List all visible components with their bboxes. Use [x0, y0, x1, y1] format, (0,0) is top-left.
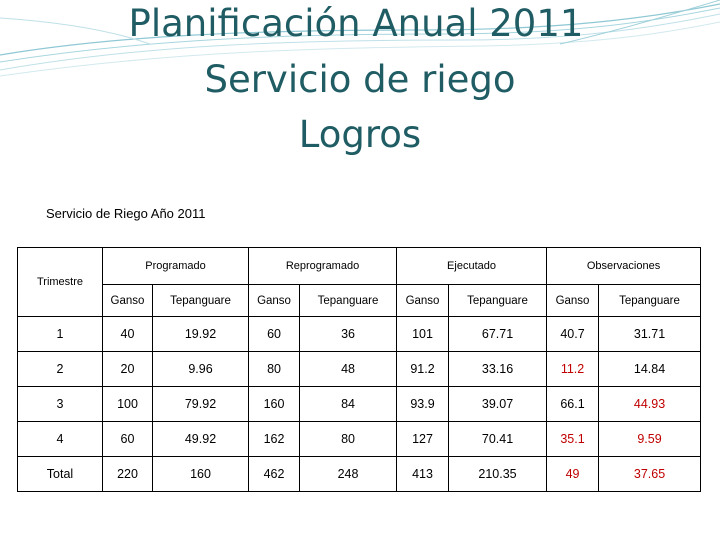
table-cell: 39.07	[448, 386, 548, 422]
table-cell: 220	[102, 456, 153, 492]
table-cell: 35.1	[546, 421, 600, 457]
table-cell: 40	[102, 316, 153, 352]
table-cell: 49.92	[151, 421, 250, 457]
table-cell: 127	[396, 421, 450, 457]
subheader-cell: Tepanguare	[299, 284, 398, 317]
table-cell: 9.59	[598, 421, 702, 457]
table-cell: 80	[299, 421, 398, 457]
table-cell: 248	[299, 456, 398, 492]
table-cell: 40.7	[546, 316, 600, 352]
table-cell: 60	[248, 316, 301, 352]
table-cell: 210.35	[448, 456, 548, 492]
row-label: Total	[17, 456, 103, 492]
table-cell: 49	[546, 456, 600, 492]
table-row: 1 40 19.92 60 36 101 67.71 40.7 31.71	[17, 316, 702, 352]
table-cell: 11.2	[546, 351, 600, 387]
table-row: 2 20 9.96 80 48 91.2 33.16 11.2 14.84	[17, 351, 702, 387]
table-row: 3 100 79.92 160 84 93.9 39.07 66.1 44.93	[17, 386, 702, 422]
table-cell: 84	[299, 386, 398, 422]
table-cell: 413	[396, 456, 450, 492]
table-cell: 33.16	[448, 351, 548, 387]
header-group-programado: Programado	[101, 247, 250, 285]
table-cell: 44.93	[598, 386, 702, 422]
row-label: 3	[17, 386, 103, 422]
subheader-cell: Ganso	[248, 284, 301, 317]
table-cell: 100	[102, 386, 153, 422]
table-cell: 20	[102, 351, 153, 387]
page-title: Planificación Anual 2011	[128, 2, 584, 45]
header-group-ejecutado: Ejecutado	[396, 247, 548, 285]
subheader-cell: Tepanguare	[598, 284, 702, 317]
decorative-swoosh	[0, 0, 720, 77]
subheader-cell: Ganso	[546, 284, 600, 317]
table-caption: Servicio de Riego Año 2011	[46, 206, 206, 221]
table-cell: 101	[396, 316, 450, 352]
page-section-title: Logros	[298, 113, 422, 156]
header-trimestre: Trimestre	[17, 247, 103, 317]
table-row: Total 220 160 462 248 413 210.35 49 37.65	[17, 456, 702, 492]
table-cell: 160	[248, 386, 301, 422]
table-cell: 48	[299, 351, 398, 387]
table-cell: 36	[299, 316, 398, 352]
table-cell: 93.9	[396, 386, 450, 422]
row-label: 1	[17, 316, 103, 352]
row-label: 4	[17, 421, 103, 457]
table-cell: 9.96	[151, 351, 250, 387]
table-cell: 14.84	[598, 351, 702, 387]
table-cell: 70.41	[448, 421, 548, 457]
table-row: 4 60 49.92 162 80 127 70.41 35.1 9.59	[17, 421, 702, 457]
table-cell: 67.71	[448, 316, 548, 352]
irrigation-table: Trimestre Programado Reprogramado Ejecut…	[17, 247, 702, 492]
table-cell: 79.92	[151, 386, 250, 422]
subheader-cell: Ganso	[102, 284, 153, 317]
table-cell: 462	[248, 456, 301, 492]
table-cell: 19.92	[151, 316, 250, 352]
table-cell: 31.71	[598, 316, 702, 352]
subheader-cell: Tepanguare	[448, 284, 548, 317]
header-group-observaciones: Observaciones	[546, 247, 702, 285]
table-cell: 37.65	[598, 456, 702, 492]
subheader-cell: Tepanguare	[151, 284, 250, 317]
row-label: 2	[17, 351, 103, 387]
page-subtitle: Servicio de riego	[204, 58, 516, 101]
table-cell: 160	[151, 456, 250, 492]
table-cell: 80	[248, 351, 301, 387]
table-cell: 66.1	[546, 386, 600, 422]
header-group-reprogramado: Reprogramado	[248, 247, 398, 285]
table-cell: 60	[102, 421, 153, 457]
table-cell: 162	[248, 421, 301, 457]
table-cell: 91.2	[396, 351, 450, 387]
subheader-cell: Ganso	[396, 284, 450, 317]
